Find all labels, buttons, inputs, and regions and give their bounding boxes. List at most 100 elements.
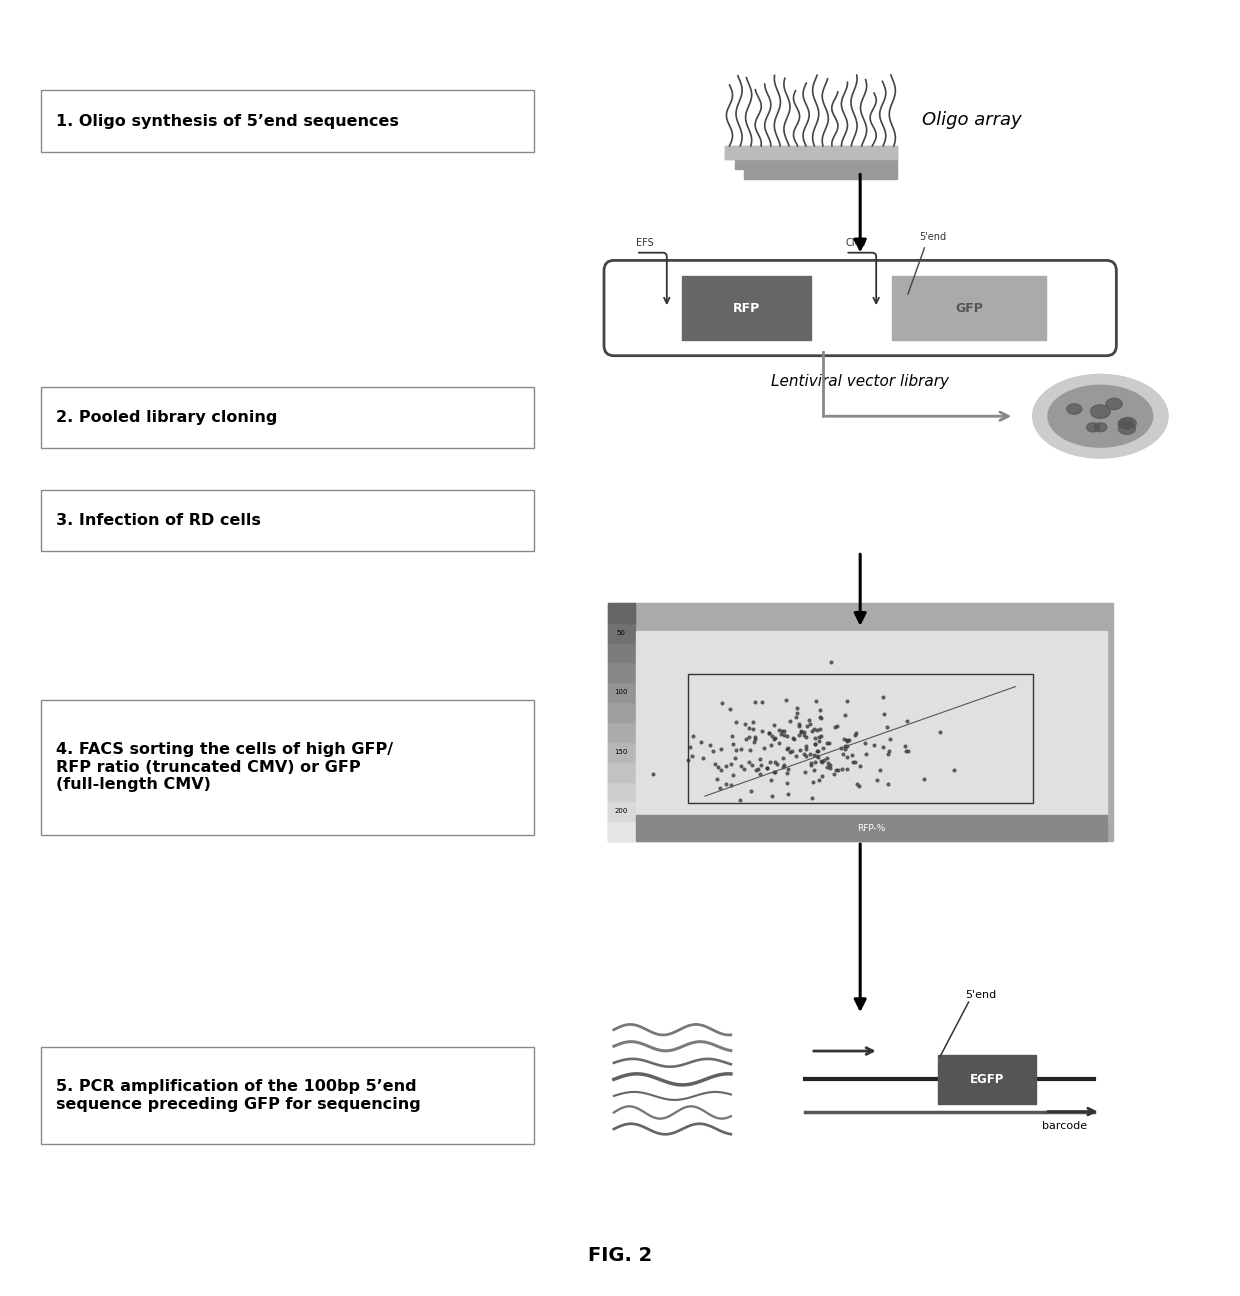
- Point: [802, 721, 822, 741]
- Point: [873, 687, 893, 708]
- Point: [836, 705, 856, 726]
- Point: [849, 776, 869, 797]
- Bar: [41, 700, 533, 835]
- Point: [746, 759, 766, 780]
- Point: [769, 732, 789, 753]
- Point: [779, 758, 799, 779]
- Ellipse shape: [1086, 422, 1100, 432]
- Point: [864, 735, 884, 756]
- Point: [796, 739, 816, 759]
- Point: [790, 740, 810, 761]
- Point: [826, 717, 846, 737]
- Point: [837, 730, 857, 750]
- Point: [836, 739, 856, 759]
- Point: [774, 757, 794, 778]
- Point: [779, 737, 799, 758]
- Point: [914, 769, 934, 789]
- Point: [773, 721, 792, 741]
- Point: [774, 721, 794, 741]
- Point: [832, 759, 852, 780]
- Text: GFP: GFP: [955, 302, 983, 315]
- Point: [833, 744, 853, 765]
- Bar: [608, 682, 635, 702]
- Point: [725, 748, 745, 769]
- Point: [764, 728, 784, 749]
- Point: [835, 728, 854, 749]
- Bar: [41, 1047, 533, 1144]
- Point: [744, 712, 764, 732]
- Text: EGFP: EGFP: [970, 1073, 1004, 1086]
- Text: 150: 150: [615, 749, 627, 754]
- Point: [878, 774, 898, 794]
- Point: [776, 689, 796, 710]
- Bar: [608, 643, 635, 662]
- Point: [786, 702, 806, 723]
- Point: [730, 739, 750, 759]
- Point: [801, 753, 821, 774]
- Point: [708, 757, 728, 778]
- Point: [802, 788, 822, 809]
- Point: [880, 728, 900, 749]
- Bar: [608, 603, 1112, 841]
- Bar: [724, 146, 897, 158]
- Point: [780, 710, 800, 731]
- Point: [856, 734, 875, 754]
- Bar: [41, 386, 533, 448]
- Point: [846, 724, 866, 745]
- Text: 5'end: 5'end: [919, 232, 946, 242]
- Bar: [608, 702, 635, 722]
- Bar: [608, 662, 635, 682]
- Point: [837, 731, 857, 752]
- Bar: [41, 91, 533, 152]
- Point: [807, 719, 827, 740]
- Point: [765, 714, 785, 735]
- Point: [843, 752, 863, 772]
- Bar: [608, 781, 635, 801]
- Point: [797, 715, 817, 736]
- Point: [723, 734, 743, 754]
- Point: [851, 756, 870, 776]
- Point: [820, 756, 839, 776]
- Bar: [636, 631, 1106, 824]
- Point: [810, 706, 830, 727]
- Bar: [608, 741, 635, 762]
- Point: [711, 739, 730, 759]
- Ellipse shape: [1048, 385, 1153, 447]
- Point: [837, 735, 857, 756]
- Point: [730, 789, 750, 810]
- Point: [693, 748, 713, 769]
- Point: [839, 730, 859, 750]
- Point: [805, 734, 825, 754]
- Bar: [636, 815, 1106, 841]
- Text: 200: 200: [615, 809, 627, 814]
- Point: [735, 728, 755, 749]
- Point: [777, 762, 797, 783]
- Bar: [608, 822, 635, 841]
- Bar: [682, 276, 811, 341]
- Point: [743, 754, 763, 775]
- Point: [805, 718, 825, 739]
- Point: [763, 785, 782, 806]
- Point: [715, 756, 735, 776]
- Point: [820, 757, 839, 778]
- Point: [837, 758, 857, 779]
- Ellipse shape: [1120, 417, 1136, 429]
- Point: [817, 748, 837, 769]
- Point: [878, 744, 898, 765]
- Point: [805, 728, 825, 749]
- Point: [837, 746, 857, 767]
- Text: 100: 100: [615, 689, 627, 695]
- Point: [786, 697, 806, 718]
- Ellipse shape: [1066, 404, 1081, 415]
- Point: [759, 723, 779, 744]
- Point: [818, 732, 838, 753]
- Point: [739, 718, 759, 739]
- Ellipse shape: [1118, 422, 1136, 434]
- Point: [754, 737, 774, 758]
- Text: barcode: barcode: [1043, 1121, 1087, 1130]
- Bar: [937, 1055, 1037, 1104]
- Text: EFS: EFS: [636, 237, 653, 248]
- Point: [722, 754, 742, 775]
- Point: [837, 691, 857, 712]
- Point: [831, 737, 851, 758]
